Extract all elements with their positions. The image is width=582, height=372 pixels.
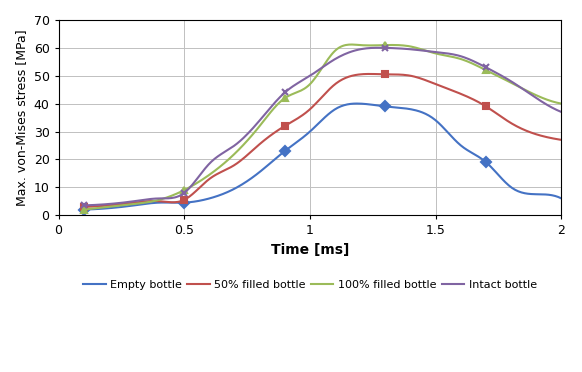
Intact bottle <box>363 46 370 51</box>
Line: 50% filled bottle: 50% filled bottle <box>84 74 562 207</box>
50% filled bottle <box>558 138 565 142</box>
Empty bottle <box>484 162 491 166</box>
Intact bottle <box>376 45 383 50</box>
50% filled bottle <box>364 72 371 76</box>
50% filled bottle <box>363 72 370 76</box>
Line: Intact bottle: Intact bottle <box>84 48 562 205</box>
Empty bottle <box>353 101 360 106</box>
100% filled bottle <box>374 43 381 48</box>
Legend: Empty bottle, 50% filled bottle, 100% filled bottle, Intact bottle: Empty bottle, 50% filled bottle, 100% fi… <box>79 275 541 294</box>
50% filled bottle <box>374 72 381 76</box>
Line: Empty bottle: Empty bottle <box>84 103 562 209</box>
Intact bottle <box>364 46 371 51</box>
Empty bottle <box>364 102 371 106</box>
Intact bottle <box>80 203 87 208</box>
Empty bottle <box>80 207 87 212</box>
100% filled bottle <box>484 69 491 73</box>
Y-axis label: Max. von-Mises stress [MPa]: Max. von-Mises stress [MPa] <box>15 29 28 206</box>
100% filled bottle <box>558 102 565 106</box>
Empty bottle <box>558 196 565 201</box>
100% filled bottle <box>515 84 522 89</box>
100% filled bottle <box>80 207 87 212</box>
50% filled bottle <box>484 105 491 110</box>
Line: 100% filled bottle: 100% filled bottle <box>84 45 562 209</box>
50% filled bottle <box>366 72 373 76</box>
Intact bottle <box>82 203 89 208</box>
Intact bottle <box>484 66 491 71</box>
Intact bottle <box>372 45 379 50</box>
Empty bottle <box>515 189 522 193</box>
Intact bottle <box>558 110 565 114</box>
100% filled bottle <box>366 43 373 48</box>
Intact bottle <box>515 84 522 88</box>
100% filled bottle <box>82 207 89 212</box>
100% filled bottle <box>364 43 371 48</box>
100% filled bottle <box>349 42 356 47</box>
50% filled bottle <box>82 205 89 209</box>
50% filled bottle <box>80 205 87 209</box>
Empty bottle <box>374 103 381 108</box>
X-axis label: Time [ms]: Time [ms] <box>271 243 349 257</box>
Empty bottle <box>366 102 373 107</box>
Empty bottle <box>82 207 89 212</box>
50% filled bottle <box>515 125 522 129</box>
